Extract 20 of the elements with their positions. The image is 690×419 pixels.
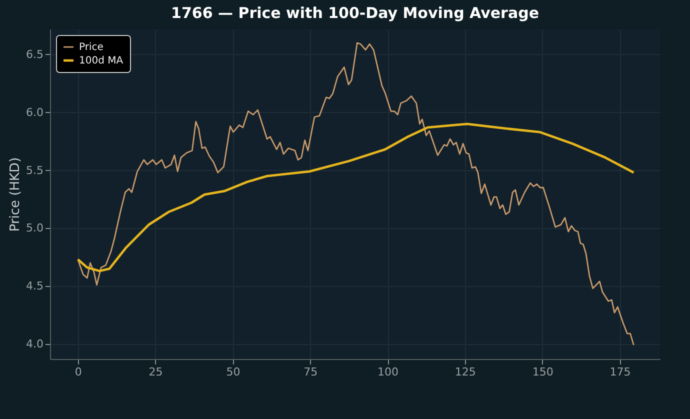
y-axis-title: Price (HKD) [8, 157, 24, 232]
x-tick-label: 125 [454, 366, 476, 378]
chart-title: 1766 — Price with 100-Day Moving Average [171, 4, 539, 22]
y-tick-label: 6.0 [26, 106, 44, 119]
y-tick-label: 5.5 [26, 164, 44, 177]
legend-label: Price [79, 42, 104, 53]
line-series [76, 122, 635, 272]
y-tick-label: 6.5 [26, 48, 44, 61]
line-series [77, 42, 634, 346]
x-tick-label: 100 [378, 366, 399, 378]
x-tick-label: 50 [226, 366, 240, 378]
legend-label: 100d MA [79, 56, 124, 66]
x-tick-label: 75 [304, 366, 318, 378]
y-tick-label: 4.5 [26, 280, 44, 293]
y-tick-label: 4.0 [26, 337, 44, 350]
x-tick-label: 0 [74, 366, 82, 378]
x-tick-label: 25 [148, 366, 163, 378]
x-tick-label: 175 [610, 366, 631, 378]
y-tick-label: 5.0 [26, 222, 44, 235]
x-tick-label: 150 [532, 366, 554, 378]
